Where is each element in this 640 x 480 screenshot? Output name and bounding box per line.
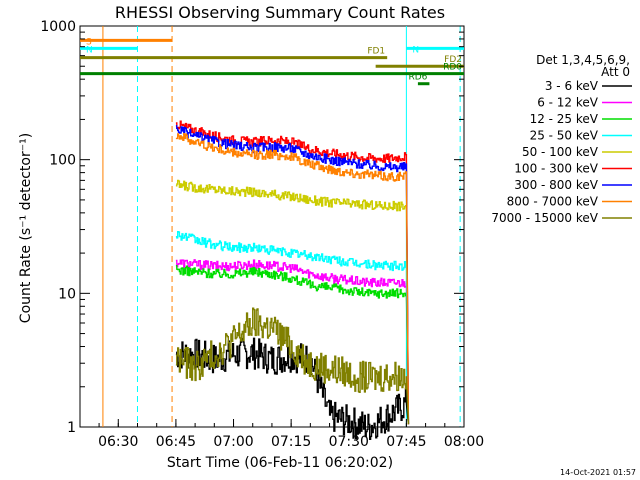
series-line-2 [175, 265, 410, 425]
y-tick-label: 100 [49, 153, 76, 169]
legend-entry-label: 100 - 300 keV [514, 162, 598, 176]
legend-entry-label: 25 - 50 keV [530, 129, 599, 143]
y-tick-label: 1 [67, 420, 76, 436]
series-line-1 [175, 259, 410, 425]
legend-header-line: Att 0 [601, 65, 630, 79]
flag-label: N [412, 45, 419, 55]
y-tick-label: 1000 [40, 19, 76, 35]
x-tick-label: 07:15 [271, 434, 311, 450]
flag-label: FD1 [367, 47, 385, 57]
legend-entry-label: 12 - 25 keV [530, 112, 599, 126]
series-layer [175, 120, 410, 440]
series-line-7 [175, 132, 410, 425]
y-axis-label: Count Rate (s⁻¹ detector⁻¹) [18, 133, 34, 323]
legend-header-line: Det 1,3,4,5,6,9, [536, 53, 630, 67]
series-line-6 [175, 125, 410, 425]
x-axis-ticks: 06:30 06:45 07:00 07:15 07:30 07:45 08:00 [98, 419, 484, 450]
legend-entry-label: 6 - 12 keV [537, 96, 599, 110]
flag-label: S [86, 37, 92, 47]
flag-label: FD2 [444, 55, 462, 65]
flag-label: RD0 [443, 63, 462, 73]
legend-entry-label: 3 - 6 keV [545, 79, 599, 93]
legend-entry-label: 50 - 100 keV [522, 145, 599, 159]
timestamp: 14-Oct-2021 01:57 [560, 468, 636, 477]
legend-entry-label: 800 - 7000 keV [507, 195, 599, 209]
y-axis-ticks: 1 10 100 1000 [40, 19, 464, 436]
legend-entry-label: 7000 - 15000 keV [491, 211, 598, 225]
chart-title: RHESSI Observing Summary Count Rates [115, 3, 445, 22]
x-tick-label: 08:00 [444, 434, 484, 450]
x-tick-label: 07:00 [213, 434, 253, 450]
flag-label: RD6 [409, 73, 428, 83]
series-line-4 [175, 179, 410, 425]
x-tick-label: 07:30 [329, 434, 369, 450]
legend: Det 1,3,4,5,6,9,Att 03 - 6 keV 6 - 12 keV… [491, 53, 632, 225]
flag-label: N [86, 45, 93, 55]
legend-entry-label: 300 - 800 keV [514, 178, 598, 192]
x-tick-label: 06:30 [98, 434, 138, 450]
x-tick-label: 06:45 [156, 434, 196, 450]
x-tick-label: 07:45 [386, 434, 426, 450]
series-line-3 [175, 230, 410, 425]
x-axis-label: Start Time (06-Feb-11 06:20:02) [167, 455, 393, 471]
series-line-8 [175, 307, 410, 425]
y-tick-label: 10 [58, 286, 76, 302]
